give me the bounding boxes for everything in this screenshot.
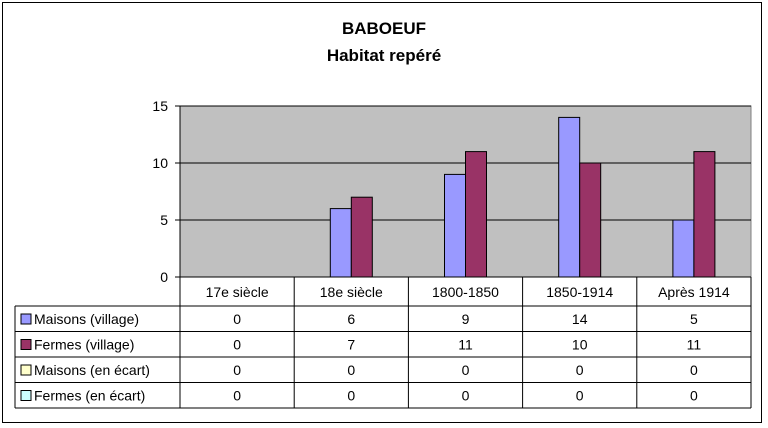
- bar-fermes-village: [465, 151, 487, 278]
- data-table-value: 9: [462, 311, 470, 327]
- data-table-value: 0: [347, 362, 355, 378]
- chart-title: BABOEUF: [341, 19, 427, 38]
- data-table-value: 10: [572, 337, 588, 353]
- category-label: 17e siècle: [206, 284, 269, 300]
- legend-swatch: [20, 390, 32, 401]
- legend-label: Maisons (village): [34, 311, 139, 327]
- data-table-value: 0: [233, 337, 241, 353]
- y-tick-label: 15: [152, 98, 168, 114]
- y-tick-label: 0: [160, 269, 168, 285]
- data-table-value: 7: [347, 337, 355, 353]
- legend-swatch: [20, 313, 32, 325]
- bar-maisons-village: [444, 173, 466, 278]
- data-table-value: 0: [233, 362, 241, 378]
- bar-maisons-village: [558, 116, 581, 278]
- category-label: 18e siècle: [320, 284, 383, 300]
- data-table-value: 0: [347, 388, 355, 404]
- data-table-value: 0: [576, 388, 584, 404]
- data-table-value: 5: [690, 311, 698, 327]
- data-table-value: 0: [690, 388, 698, 404]
- y-tick-label: 10: [152, 155, 168, 171]
- data-table-value: 11: [458, 337, 473, 353]
- legend-label: Fermes (en écart): [34, 388, 145, 404]
- legend-label: Fermes (village): [34, 337, 134, 353]
- y-tick-label: 5: [160, 212, 168, 228]
- legend-swatch: [20, 364, 32, 376]
- chart-subtitle: Habitat repéré: [326, 46, 442, 65]
- data-table-value: 0: [576, 362, 584, 378]
- data-table-value: 0: [462, 388, 470, 404]
- category-label: Après 1914: [658, 284, 730, 300]
- data-table-value: 0: [690, 362, 698, 378]
- data-table-value: 6: [347, 311, 355, 327]
- legend-swatch: [20, 339, 32, 350]
- data-table-value: 14: [572, 311, 588, 327]
- bar-maisons-village: [672, 219, 695, 278]
- bar-fermes-village: [350, 196, 373, 278]
- y-axis: 0 5 10 15: [152, 98, 751, 285]
- data-table: 17e siècle 18e siècle 1800-1850 1850-1914 Ap…: [14, 277, 752, 409]
- data-table-value: 0: [462, 362, 470, 378]
- bar-fermes-village: [693, 151, 716, 278]
- data-table-value: 0: [233, 388, 241, 404]
- category-label: 1800-1850: [432, 284, 499, 300]
- legend-label: Maisons (en écart): [34, 362, 150, 378]
- bar-fermes-village: [579, 162, 602, 278]
- data-table-value: 11: [687, 337, 702, 353]
- bar-maisons-village: [329, 208, 352, 278]
- category-label: 1850-1914: [546, 284, 613, 300]
- data-table-value: 0: [233, 311, 241, 327]
